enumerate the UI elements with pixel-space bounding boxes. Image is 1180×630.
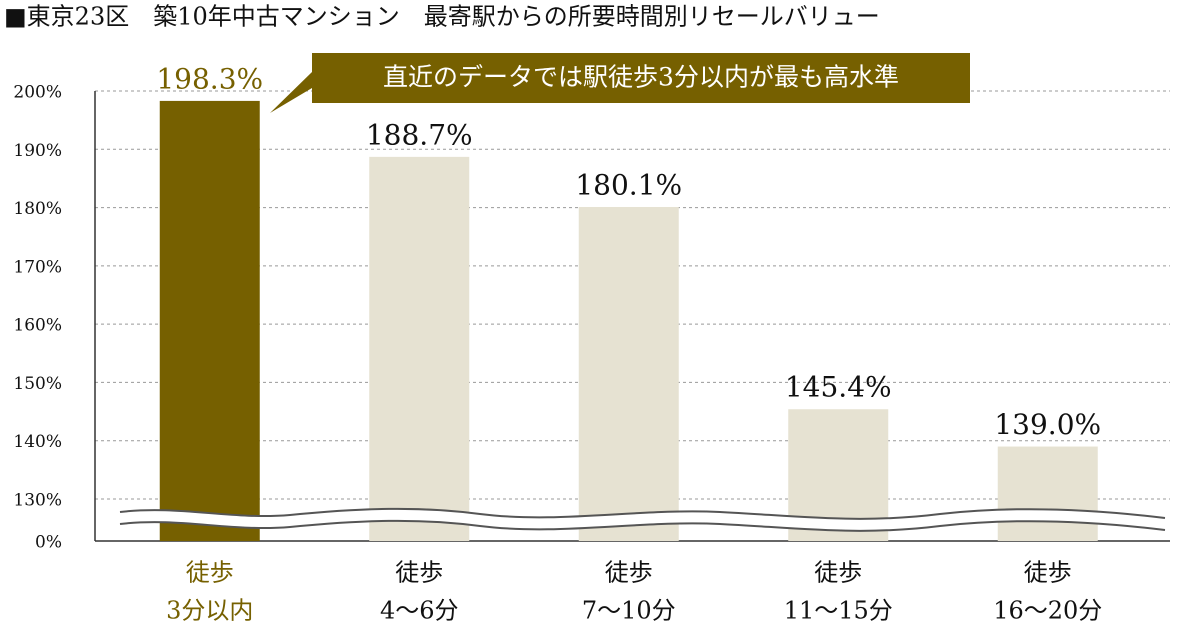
plot-area: 0% 130% 140% 150% 160% 170% 180% 190% 200% 198.3%… [13,62,1170,625]
y-tick-label: 140% [13,432,62,452]
x-tick-label: 11～15分 [784,597,893,625]
bar [997,446,1098,541]
y-tick-label: 130% [13,491,62,511]
x-tick-label: 徒歩 [605,559,653,587]
y-tick-label: 200% [13,83,62,103]
axis-break [120,508,1165,531]
break-line [119,519,1166,532]
x-tick-label: 徒歩 [1024,559,1072,587]
value-label: 188.7% [366,118,473,151]
callout [270,53,970,113]
value-label: 198.3% [156,62,263,95]
callout-text: 直近のデータでは駅徒歩3分以内が最も高水準 [383,63,899,92]
chart-title: ■東京23区 築10年中古マンション 最寄駅からの所要時間別リセールバリュー [4,3,880,31]
x-tick-label: 16～20分 [993,597,1102,625]
value-label: 139.0% [994,408,1101,441]
y-tick-label: 150% [13,374,62,394]
x-tick-label: 4～6分 [380,597,459,625]
value-label: 145.4% [785,371,892,404]
y-tick-label: 0% [35,533,62,553]
x-tick-label: 徒歩 [814,559,862,587]
y-tick-label: 160% [13,316,62,336]
x-tick-label: 7～10分 [582,597,676,625]
value-label: 180.1% [575,168,682,201]
bar [159,100,260,541]
x-tick-label: 3分以内 [166,597,253,625]
y-tick-label: 190% [13,141,62,161]
y-tick-label: 170% [13,257,62,277]
break-line [119,507,1166,520]
bar [369,156,470,541]
x-tick-label: 徒歩 [395,559,443,587]
bar [578,206,679,541]
overlay: 直近のデータでは駅徒歩3分以内が最も高水準 [119,53,1166,532]
x-tick-label: 徒歩 [186,559,234,587]
y-tick-label: 180% [13,199,62,219]
